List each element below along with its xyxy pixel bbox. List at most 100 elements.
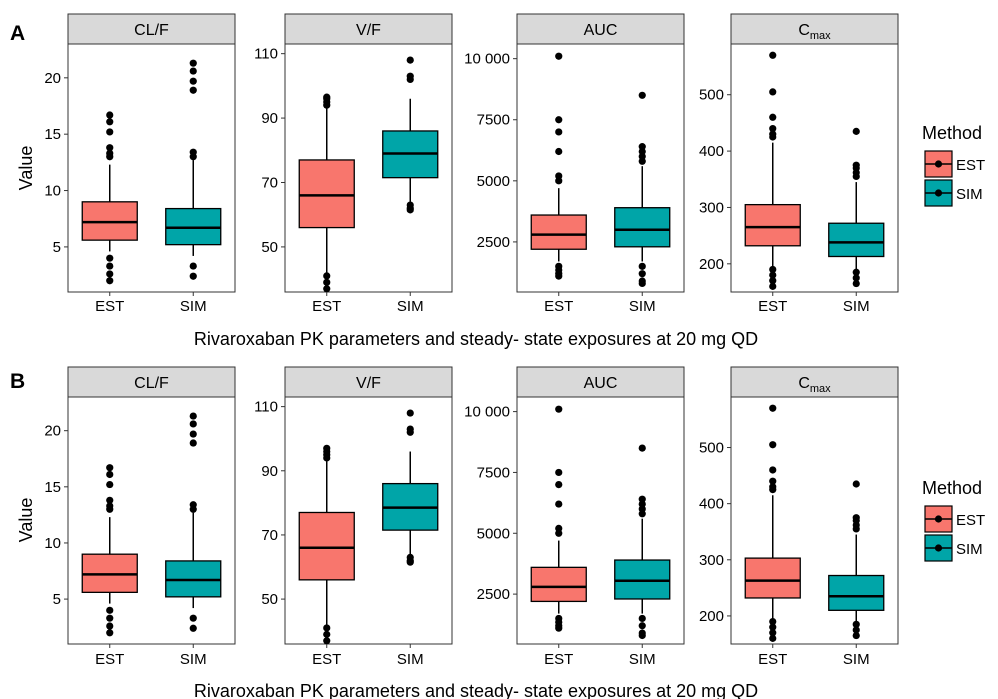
x-tick-label: EST [544, 651, 573, 668]
legend-label: SIM [956, 186, 983, 203]
outlier-point [189, 59, 197, 67]
box-sim [828, 480, 885, 640]
x-axis-title-b: Rivaroxaban PK parameters and steady- st… [194, 681, 758, 699]
outlier-point [555, 52, 563, 60]
outlier-point [638, 91, 646, 99]
outlier-point [106, 128, 114, 136]
outlier-point [638, 495, 646, 503]
outlier-point [106, 464, 114, 472]
plot-frame [67, 396, 236, 645]
outlier-point [106, 606, 114, 614]
outlier-point [555, 468, 563, 477]
box-sim [614, 444, 671, 640]
box-est [298, 444, 355, 645]
outlier-point [106, 254, 114, 262]
y-tick-label: 110 [254, 46, 278, 63]
box-iqr [828, 574, 885, 611]
y-tick-label: 5 [53, 591, 61, 608]
x-tick-label: EST [758, 651, 787, 668]
outlier-point [323, 93, 331, 101]
outlier-point [189, 67, 197, 75]
box-est [744, 51, 801, 290]
box-sim [382, 56, 439, 214]
panel-label-a: A [10, 22, 25, 45]
outlier-point [555, 624, 563, 632]
outlier-point [769, 477, 777, 485]
y-tick-label: 5000 [477, 525, 510, 542]
outlier-point [638, 270, 646, 278]
panel-a: A Value Rivaroxaban PK parameters and st… [10, 13, 899, 349]
facet-strip-label: CL/F [134, 375, 169, 392]
outlier-point [852, 631, 860, 640]
outlier-point [555, 524, 563, 533]
outlier-point [189, 439, 197, 447]
y-tick-label: 7500 [477, 464, 510, 481]
facets-b: CL/F 5 10 15 20 EST SIM V/F 50 70 90 110 EST SIM AUC 25… [44, 366, 899, 668]
plot-frame [284, 43, 453, 293]
outlier-point [106, 622, 114, 630]
outlier-point [555, 500, 563, 508]
facet-v-f: V/F 50 70 90 110 EST SIM [254, 366, 453, 668]
y-tick-label: 10 000 [464, 51, 510, 68]
box-sim [165, 412, 222, 632]
outlier-point [189, 501, 197, 509]
legend-a: Method EST SIM [922, 123, 985, 207]
facet-strip [284, 13, 453, 45]
box-est [530, 52, 587, 280]
box-iqr [298, 511, 355, 581]
plot-frame [730, 43, 899, 293]
legend-key-point [934, 160, 943, 168]
outlier-point [106, 144, 114, 152]
outlier-point [852, 127, 860, 135]
outlier-point [638, 614, 646, 623]
outlier-point [189, 148, 197, 156]
y-tick-label: 50 [261, 591, 278, 608]
outlier-point [769, 277, 777, 285]
box-est [298, 93, 355, 293]
box-est [81, 464, 138, 637]
box-est [530, 405, 587, 632]
outlier-point [769, 404, 777, 412]
plot-frame [730, 396, 899, 645]
y-tick-label: 300 [699, 199, 724, 216]
x-tick-label: EST [758, 298, 787, 315]
box-iqr [744, 203, 801, 247]
outlier-point [769, 51, 777, 59]
facet-strip-label: Cmax [798, 22, 831, 42]
y-tick-label: 10 000 [464, 404, 510, 421]
outlier-point [555, 405, 563, 413]
y-tick-label: 500 [699, 440, 724, 457]
outlier-point [323, 630, 331, 638]
y-tick-label: 400 [699, 143, 724, 160]
outlier-point [189, 86, 197, 94]
x-tick-label: SIM [629, 298, 656, 315]
outlier-point [189, 77, 197, 85]
y-tick-label: 2500 [477, 234, 510, 251]
x-tick-label: SIM [397, 298, 424, 315]
y-tick-label: 200 [699, 608, 724, 625]
outlier-point [769, 265, 777, 274]
outlier-point [189, 412, 197, 420]
y-tick-label: 10 [44, 183, 61, 200]
outlier-point [769, 130, 777, 138]
outlier-point [106, 262, 114, 270]
plot-frame [284, 396, 453, 645]
y-tick-label: 20 [44, 423, 61, 440]
outlier-point [189, 614, 197, 622]
outlier-point [769, 634, 777, 642]
y-axis-label-b: Value [16, 498, 36, 543]
outlier-point [323, 272, 331, 280]
facet-cl-f: CL/F 5 10 15 20 EST SIM [44, 13, 236, 315]
box-est [81, 111, 138, 285]
legend-key-point [934, 189, 943, 197]
facet-strip-label: AUC [584, 22, 618, 39]
box-iqr [530, 214, 587, 250]
box-sim [165, 59, 222, 280]
facet-cmax: Cmax 200 300 400 500 EST SIM [699, 13, 899, 315]
outlier-point [323, 278, 331, 286]
outlier-point [638, 143, 646, 151]
legend-title: Method [922, 478, 982, 498]
outlier-point [106, 149, 114, 157]
facet-strip [730, 366, 899, 398]
y-tick-label: 5 [53, 239, 61, 256]
